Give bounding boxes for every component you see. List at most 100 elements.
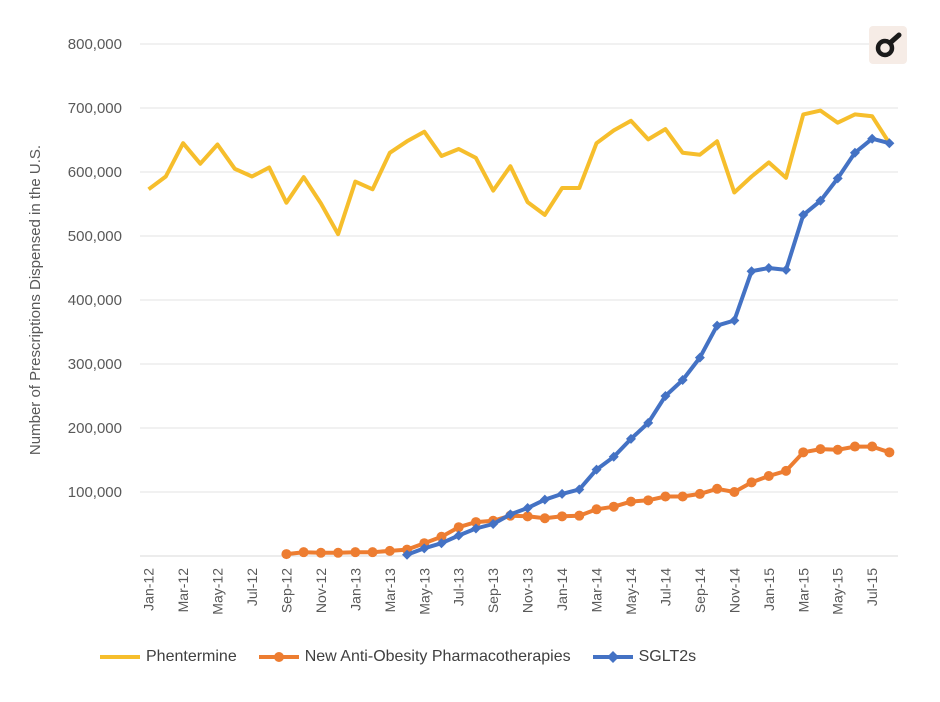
legend-item-phentermine: Phentermine [100,648,237,666]
data-point [574,510,585,521]
data-point [694,488,705,499]
legend-label: Phentermine [146,648,237,665]
x-tick-label: Nov-13 [520,568,536,613]
data-point [763,471,774,481]
data-point [781,465,792,476]
data-point [453,522,464,533]
data-point [557,488,568,499]
y-tick-label: 100,000 [68,484,122,501]
y-tick-label: 400,000 [68,292,122,309]
data-point [867,133,878,144]
x-tick-label: Mar-15 [795,568,811,613]
x-tick-label: May-13 [416,568,432,615]
data-point [815,444,826,455]
data-point [402,549,413,560]
data-point [608,451,619,462]
gridlines [140,43,898,493]
data-point [798,209,809,220]
data-point [436,531,447,542]
data-point [574,484,585,495]
legend-item-new-anti-obesity: New Anti-Obesity Pharmacotherapies [258,648,571,666]
x-tick-label: Sep-12 [278,568,294,613]
data-point [781,264,792,275]
x-tick-label: Jan-12 [141,568,157,611]
y-axis-title: Number of Prescriptions Dispensed in the… [27,145,44,455]
data-point [884,447,895,458]
x-tick-label: Jul-12 [244,568,260,606]
legend-item-sglt2s: SGLT2s [592,648,697,666]
x-tick-label: May-14 [623,568,639,615]
x-tick-label: Mar-13 [382,568,398,613]
data-point [625,433,636,444]
x-tick-label: May-12 [210,568,226,615]
data-point [350,547,361,558]
series-line [286,444,891,557]
magnifier-logo-icon [869,26,907,64]
data-point [729,315,740,326]
x-tick-label: May-15 [830,568,846,615]
data-point [367,547,378,558]
series-2 [402,133,895,560]
magnifier-glyph [875,32,902,58]
legend-swatch-new-anti-obesity [258,652,299,662]
x-tick-label: Nov-12 [313,568,329,613]
x-axis-ticks: Jan-12 Mar-12 May-12 Jul-12 Sep-12 Nov-12 Jan-… [141,568,881,615]
data-point [436,538,447,549]
legend: Phentermine New Anti-Obesity Pharmacothe… [100,648,718,666]
y-tick-label: 700,000 [68,100,122,117]
legend-swatch-sglt2s [592,651,633,663]
series-1 [281,441,895,560]
data-point [333,547,344,558]
data-point [712,320,723,331]
data-point [643,417,654,428]
y-tick-label: 600,000 [68,164,122,181]
data-point [505,509,516,520]
y-tick-label: 500,000 [68,228,122,245]
x-tick-label: Jul-14 [657,568,673,606]
series [147,108,895,560]
data-point [315,547,326,558]
x-tick-label: Mar-14 [589,568,605,613]
data-point [746,477,757,488]
y-tick-label: 800,000 [68,36,122,53]
data-point [798,447,809,458]
x-tick-label: Jul-13 [451,568,467,606]
x-tick-label: Nov-14 [726,568,742,613]
data-point [694,352,705,363]
data-point [384,545,395,556]
series-line [147,108,892,237]
data-point [539,494,550,505]
data-point [591,464,602,475]
x-tick-label: Jul-15 [864,568,880,606]
data-point [832,173,843,184]
x-tick-label: Jan-15 [761,568,777,611]
series-0 [147,108,892,237]
data-point [453,530,464,541]
data-point [625,496,636,507]
data-point [522,503,533,513]
legend-swatch-phentermine [100,655,140,659]
data-point [867,441,878,452]
legend-label: New Anti-Obesity Pharmacotherapies [304,648,571,665]
data-point [419,543,430,554]
data-point [763,263,774,273]
y-tick-label: 300,000 [68,356,122,373]
data-point [470,517,481,528]
data-point [677,375,688,385]
x-tick-label: Mar-12 [175,568,191,613]
data-point [729,487,740,497]
y-tick-label: 200,000 [68,420,122,437]
data-point [539,513,550,524]
legend-label: SGLT2s [638,648,697,665]
data-point [470,523,481,534]
data-point [746,266,757,277]
x-tick-label: Jan-13 [347,568,363,611]
x-tick-label: Jan-14 [554,568,570,611]
data-point [591,504,602,515]
data-point [677,491,688,502]
data-point [643,495,654,506]
data-point [488,519,499,529]
data-point [522,511,533,522]
data-point [815,195,826,206]
